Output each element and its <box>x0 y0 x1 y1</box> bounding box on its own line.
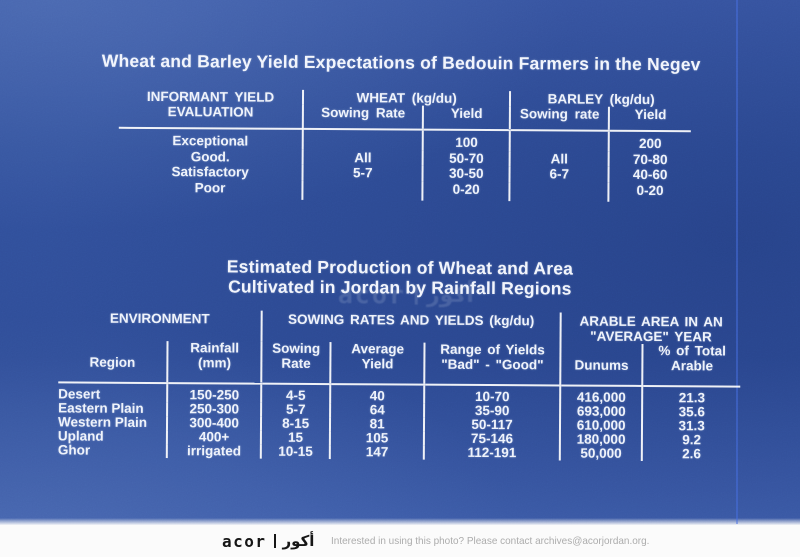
cell-barley-sowing <box>509 181 609 202</box>
subheader-barley-yield: Yield <box>608 106 691 132</box>
cell-dunums: 50,000 <box>559 446 643 461</box>
cell-yield-range: 10-70 <box>424 384 561 405</box>
acor-logo-arabic: أكور <box>282 532 315 550</box>
table-row: Exceptional 100 200 <box>118 127 691 152</box>
cell-region: Ghor <box>57 442 91 458</box>
group-header-arable-area: ARABLE AREA IN AN "AVERAGE" YEAR <box>560 312 741 345</box>
acor-logo-divider <box>273 534 276 548</box>
cell-evaluation: Good. <box>118 148 303 165</box>
cell-evaluation: Exceptional <box>118 127 303 150</box>
acor-logo-latin: acor <box>222 531 267 551</box>
cell-average-yield: 40 <box>330 384 425 404</box>
archive-footer: acor أكور Interested in using this photo… <box>0 525 800 557</box>
cell-wheat-yield: 30-50 <box>422 165 510 182</box>
cell-barley-sowing <box>509 130 609 152</box>
cell-wheat-sowing <box>303 180 423 200</box>
col-header-line1: INFORMANT YIELD <box>146 88 275 105</box>
subheader-line: Range of Yields <box>440 341 545 358</box>
cell-wheat-yield: 100 <box>422 129 511 151</box>
subheader-sowing-rate: Sowing Rate <box>261 340 331 385</box>
subheader-barley-sowing-rate: Sowing rate <box>510 106 610 131</box>
group-header-sowing-rates-yields: SOWING RATES AND YIELDS (kg/du) <box>261 310 561 344</box>
cell-sowing-rate: 10-15 <box>261 444 330 460</box>
cell-barley-sowing: 6-7 <box>509 166 609 183</box>
cell-barley-yield: 70-80 <box>608 151 691 168</box>
subheader-line: Yield <box>361 355 394 371</box>
cell-yield-range: 112-191 <box>424 445 560 461</box>
subheader-region: Region <box>58 340 168 384</box>
cell-barley-yield: 40-60 <box>608 166 691 183</box>
subheader-pct-total-arable: % of Total Arable <box>642 343 741 387</box>
subheader-wheat-sowing-rate: Sowing Rate <box>302 104 424 130</box>
cell-evaluation: Poor <box>118 179 303 200</box>
group-header-arable-line2: "AVERAGE" YEAR <box>590 328 712 344</box>
cell-barley-yield: 200 <box>608 130 691 152</box>
slide-content: acor أكور Wheat and Barley Yield Expecta… <box>0 50 800 462</box>
cell-pct-arable: 2.6 <box>642 446 740 462</box>
cell-wheat-sowing: 5-7 <box>352 165 373 181</box>
subheader-line: Average <box>351 341 405 357</box>
jordan-production-table: ENVIRONMENT SOWING RATES AND YIELDS (kg/… <box>57 309 741 462</box>
jordan-table-title-line2: Cultivated in Jordan by Rainfall Regions <box>228 276 572 299</box>
table-row: Ghor irrigated 10-15 147 112-191 50,000 … <box>57 442 740 462</box>
table-row: Poor 0-20 0-20 <box>118 179 691 203</box>
contact-notice: Interested in using this photo? Please c… <box>331 535 650 547</box>
subheader-line: Rainfall <box>190 340 240 356</box>
cell-average-yield: 147 <box>329 444 425 460</box>
subheader-line: (mm) <box>197 354 232 370</box>
subheader-rainfall: Rainfall (mm) <box>167 340 262 384</box>
cell-sowing-rate: 4-5 <box>261 383 331 404</box>
group-header-arable-line1: ARABLE AREA IN AN <box>579 313 723 330</box>
jordan-table-title: Estimated Production of Wheat and Area C… <box>0 255 800 300</box>
cell-wheat-sowing <box>303 129 423 150</box>
col-header-informant-yield-evaluation: INFORMANT YIELD EVALUATION <box>118 88 304 129</box>
subheader-line: Arable <box>671 357 714 373</box>
subheader-average-yield: Average Yield <box>330 341 425 385</box>
subheader-line: % of Total <box>658 343 726 359</box>
subheader-line: Rate <box>281 355 311 371</box>
cell-barley-sowing: All <box>509 150 609 167</box>
negev-table-title: Wheat and Barley Yield Expectations of B… <box>101 50 701 75</box>
cell-rainfall: irrigated <box>166 443 262 459</box>
cell-barley-yield: 0-20 <box>608 182 691 203</box>
negev-yield-table: INFORMANT YIELD EVALUATION WHEAT (kg/du)… <box>118 88 692 203</box>
subheader-dunums: Dunums <box>560 343 643 386</box>
subheader-line: "Bad" - "Good" <box>441 356 544 372</box>
cell-pct-arable: 21.3 <box>642 385 741 406</box>
subheader-range-of-yields: Range of Yields "Bad" - "Good" <box>424 341 561 386</box>
cell-region: Desert <box>58 386 101 402</box>
cell-evaluation: Satisfactory <box>118 163 303 181</box>
acor-logo: acor أكور <box>222 532 314 551</box>
cell-rainfall: 150-250 <box>167 383 262 403</box>
cell-wheat-yield: 50-70 <box>422 150 510 167</box>
group-header-wheat: WHEAT (kg/du) <box>356 90 457 106</box>
group-header-environment: ENVIRONMENT <box>109 310 210 327</box>
cell-wheat-yield: 0-20 <box>422 181 510 202</box>
cell-dunums: 416,000 <box>560 385 643 405</box>
group-header-barley: BARLEY (kg/du) <box>510 91 692 108</box>
subheader-line: Sowing <box>272 340 321 357</box>
subheader-wheat-yield: Yield <box>423 105 511 131</box>
cell-wheat-sowing: All <box>354 149 372 165</box>
col-header-line2: EVALUATION <box>167 104 254 120</box>
